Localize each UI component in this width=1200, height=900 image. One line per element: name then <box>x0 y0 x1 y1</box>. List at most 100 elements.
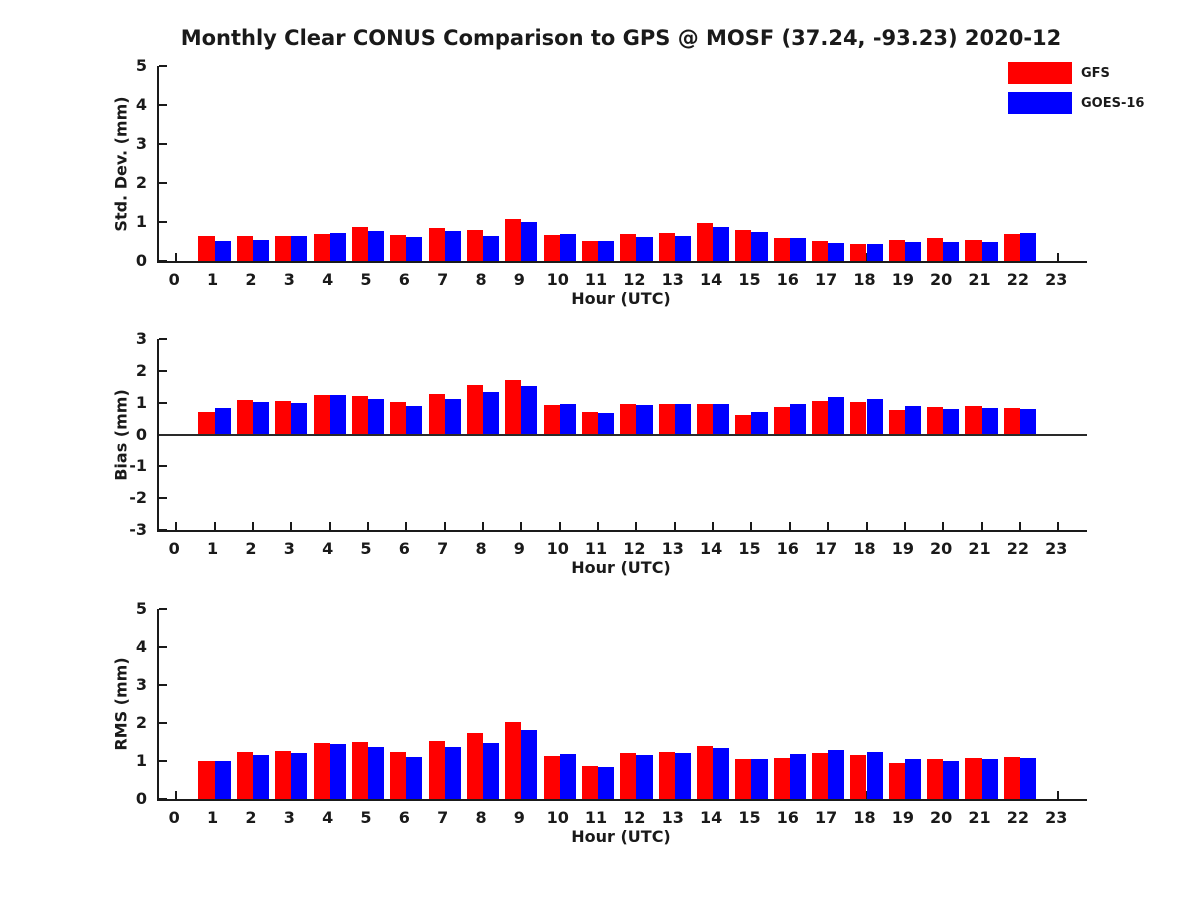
x-tick-bias <box>558 522 561 530</box>
bar-goes16-hour-10 <box>559 233 576 261</box>
x-tick-label-rms: 0 <box>168 808 180 827</box>
bar-gfs-hour-4 <box>313 394 330 435</box>
bar-gfs-hour-9 <box>505 721 522 799</box>
bar-goes16-hour-14 <box>713 404 730 435</box>
bar-goes16-hour-5 <box>367 230 385 261</box>
bar-goes16-hour-9 <box>521 730 538 799</box>
bar-gfs-hour-15 <box>735 229 752 261</box>
x-tick-label-rms: 9 <box>513 808 525 827</box>
bar-goes16-hour-3 <box>291 753 308 799</box>
x-tick-rms <box>175 791 178 799</box>
bar-goes16-hour-13 <box>674 236 691 261</box>
bar-gfs-hour-7 <box>428 394 445 435</box>
bar-gfs-hour-17 <box>812 753 829 799</box>
bar-gfs-hour-2 <box>236 236 253 261</box>
x-tick-label-rms: 16 <box>776 808 799 827</box>
bar-gfs-hour-2 <box>236 751 253 799</box>
x-tick-bias <box>980 522 983 530</box>
bar-goes16-hour-16 <box>789 237 806 261</box>
x-tick-label-rms: 7 <box>437 808 449 827</box>
bar-gfs-hour-22 <box>1003 408 1020 435</box>
x-tick-bias <box>251 522 254 530</box>
y-tick-rms <box>159 722 167 724</box>
x-tick-bias <box>328 522 331 530</box>
x-tick-std-dev <box>1057 253 1060 261</box>
x-tick-label-rms: 14 <box>699 808 723 827</box>
bar-goes16-hour-12 <box>636 755 653 799</box>
bar-goes16-hour-17 <box>828 749 845 799</box>
bar-goes16-hour-3 <box>291 235 308 261</box>
x-tick-std-dev <box>175 253 178 261</box>
x-tick-label-bias: 2 <box>245 539 257 558</box>
x-tick-label-rms: 20 <box>930 808 953 827</box>
bar-gfs-hour-11 <box>581 765 599 799</box>
bar-gfs-hour-18 <box>850 244 867 261</box>
zero-line-bias <box>159 433 1087 436</box>
y-tick-std-dev <box>159 182 167 184</box>
x-tick-label-std-dev: 13 <box>661 270 684 289</box>
x-tick-label-bias: 19 <box>891 539 914 558</box>
bar-gfs-hour-18 <box>850 401 867 435</box>
bar-goes16-hour-14 <box>713 748 730 799</box>
bar-gfs-hour-14 <box>697 404 714 435</box>
x-tick-label-bias: 15 <box>738 539 761 558</box>
bar-goes16-hour-5 <box>367 746 385 799</box>
bar-goes16-hour-15 <box>751 232 768 261</box>
x-tick-label-std-dev: 7 <box>437 270 449 289</box>
x-tick-label-bias: 3 <box>283 539 295 558</box>
x-tick-bias <box>366 522 369 530</box>
x-tick-bias <box>942 522 945 530</box>
bar-gfs-hour-21 <box>965 758 982 799</box>
x-tick-label-bias: 16 <box>776 539 799 558</box>
bar-gfs-hour-6 <box>390 752 407 799</box>
y-tick-label-std-dev: 0 <box>135 251 147 270</box>
bar-goes16-hour-6 <box>406 236 423 261</box>
bar-goes16-hour-21 <box>981 759 998 799</box>
x-tick-label-std-dev: 15 <box>738 270 761 289</box>
bar-goes16-hour-17 <box>828 396 845 435</box>
y-tick-std-dev <box>159 260 167 262</box>
y-tick-rms <box>159 760 167 762</box>
plot-area-bias <box>157 338 1087 532</box>
x-tick-label-std-dev: 1 <box>207 270 219 289</box>
x-tick-bias <box>405 522 408 530</box>
bar-goes16-hour-18 <box>866 244 883 261</box>
bar-goes16-hour-18 <box>866 398 883 435</box>
bar-gfs-hour-9 <box>505 380 522 435</box>
bar-goes16-hour-1 <box>214 761 231 799</box>
bar-gfs-hour-10 <box>543 235 560 261</box>
bar-gfs-hour-13 <box>658 751 675 799</box>
y-tick-rms <box>159 684 167 686</box>
y-tick-std-dev <box>159 104 167 106</box>
bar-gfs-hour-1 <box>198 761 215 799</box>
x-tick-label-std-dev: 16 <box>776 270 799 289</box>
bar-goes16-hour-2 <box>252 754 270 799</box>
legend-label-gfs: GFS <box>1081 65 1110 81</box>
x-tick-bias <box>1018 522 1021 530</box>
x-tick-label-rms: 4 <box>322 808 334 827</box>
x-axis-label-rms: Hour (UTC) <box>571 827 671 846</box>
x-tick-label-std-dev: 17 <box>815 270 838 289</box>
y-tick-label-bias: -1 <box>129 456 147 476</box>
x-tick-label-rms: 11 <box>584 808 608 827</box>
bar-goes16-hour-4 <box>329 744 346 799</box>
x-tick-label-rms: 8 <box>475 808 487 827</box>
x-tick-label-rms: 13 <box>661 808 684 827</box>
x-tick-bias <box>520 522 523 530</box>
y-tick-label-std-dev: 4 <box>135 95 147 114</box>
bar-goes16-hour-19 <box>904 242 921 261</box>
bar-gfs-hour-15 <box>735 415 752 435</box>
bar-gfs-hour-6 <box>390 234 407 261</box>
y-tick-label-std-dev: 1 <box>135 212 147 231</box>
bar-gfs-hour-21 <box>965 239 982 261</box>
bar-gfs-hour-10 <box>543 756 560 799</box>
legend-swatch-gfs <box>1008 62 1072 84</box>
x-tick-label-std-dev: 5 <box>360 270 372 289</box>
bar-goes16-hour-19 <box>904 405 921 435</box>
x-tick-label-rms: 21 <box>968 808 991 827</box>
y-axis-label-rms: RMS (mm) <box>111 657 131 751</box>
y-tick-label-bias: -3 <box>129 520 147 539</box>
bar-gfs-hour-3 <box>275 235 292 261</box>
x-tick-label-std-dev: 11 <box>584 270 608 289</box>
x-tick-rms <box>1057 791 1060 799</box>
